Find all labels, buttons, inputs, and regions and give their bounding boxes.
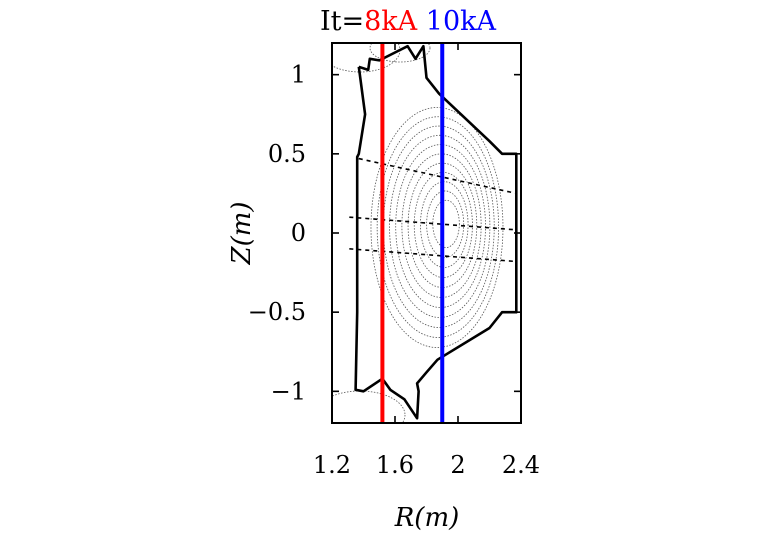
flux-contour xyxy=(432,199,460,248)
flux-contour xyxy=(426,190,465,258)
x-tick-label: 1.2 xyxy=(313,451,351,479)
axis-ticks: 1.2 1.6 2 2.4 1 0.5 0 −0.5 −1 xyxy=(248,43,540,479)
y-tick-label: 0 xyxy=(291,219,306,247)
x-tick-label: 2 xyxy=(450,451,465,479)
y-tick-label: 0.5 xyxy=(268,140,306,168)
chart-title: It=8kA 10kA xyxy=(320,6,496,37)
y-axis-label: Z(m) xyxy=(227,201,257,265)
flux-contour-edge xyxy=(369,43,431,63)
x-axis-label: R(m) xyxy=(394,503,460,533)
title-part-1: 8kA xyxy=(364,6,418,37)
flux-contour-edge xyxy=(332,390,406,423)
flux-contour xyxy=(376,116,500,338)
vessel-wall-outline xyxy=(354,44,518,420)
y-tick-label: −0.5 xyxy=(248,298,306,326)
y-tick-label: 1 xyxy=(291,61,306,89)
x-tick-label: 2.4 xyxy=(502,451,540,479)
dashed-chord xyxy=(349,216,517,231)
x-tick-label: 1.6 xyxy=(376,451,414,479)
axes-frame xyxy=(331,42,522,424)
plot-area xyxy=(332,43,518,423)
title-part-2 xyxy=(417,6,426,37)
dashed-chord xyxy=(358,157,517,195)
flux-contour xyxy=(370,107,504,348)
flux-contour xyxy=(389,134,491,318)
title-part-3: 10kA xyxy=(426,6,497,37)
y-tick-label: −1 xyxy=(271,377,306,405)
dashed-chord xyxy=(349,248,517,263)
title-part-0: It= xyxy=(320,6,364,37)
